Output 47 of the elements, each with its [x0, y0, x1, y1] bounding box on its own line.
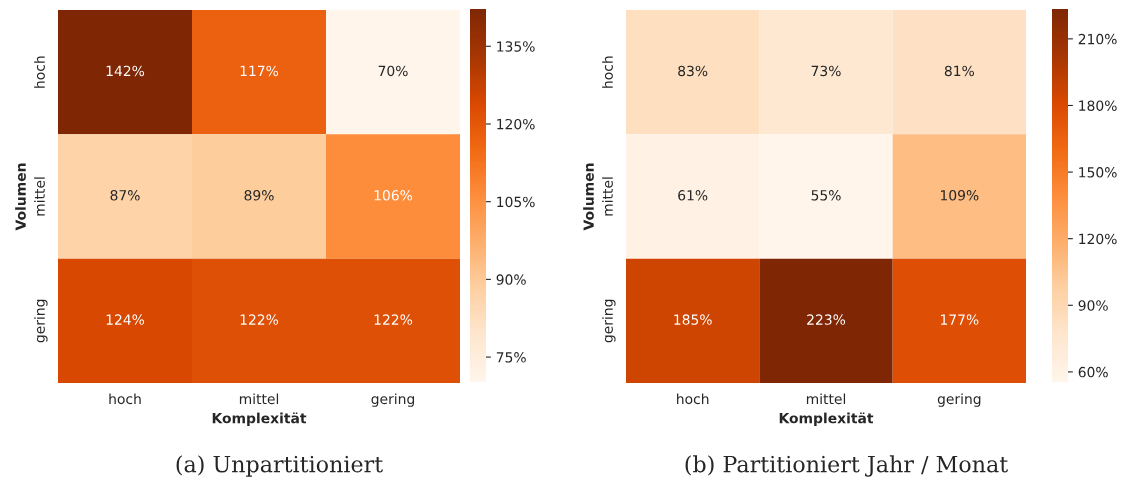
y-tick-label: gering	[602, 299, 616, 343]
data-label: 55%	[811, 190, 841, 201]
data-label: 87%	[110, 190, 140, 201]
x-tick-label: mittel	[806, 393, 846, 405]
data-label: 122%	[240, 314, 279, 325]
x-tick-label: mittel	[239, 393, 279, 405]
data-label: 70%	[378, 65, 408, 77]
data-label: 117%	[240, 65, 279, 77]
color-bar-label: 150%	[1079, 167, 1117, 178]
x-tick-label: hoch	[109, 393, 141, 405]
x-tick-label: hoch	[677, 393, 709, 405]
data-label: 81%	[944, 65, 974, 77]
data-label: 223%	[807, 314, 846, 325]
y-tick-label: mittel	[34, 177, 45, 216]
color-bar-label: 210%	[1078, 33, 1117, 45]
color-bar-label: 105%	[497, 196, 535, 208]
y-tick-label: gering	[34, 299, 48, 343]
data-label: 89%	[244, 190, 274, 201]
color-bar-label: 75%	[496, 352, 526, 363]
data-label: 122%	[374, 314, 413, 325]
text: (b) Partitioniert Jahr / Monat	[685, 455, 1009, 477]
color-bar-label: 90%	[1078, 300, 1108, 311]
y-tick-label: hoch	[602, 56, 613, 88]
data-label: 83%	[678, 65, 708, 77]
color-bar-label: 60%	[1078, 366, 1108, 378]
y-tick-label: mittel	[602, 177, 613, 216]
x-axis-title: Komplexität	[212, 412, 307, 427]
data-label: 185%	[674, 314, 712, 325]
color-bar-label: 120%	[497, 118, 535, 130]
y-axis-title: Volumen	[15, 163, 26, 231]
data-label: 106%	[374, 190, 413, 201]
x-tick-label: gering	[371, 393, 415, 407]
data-label: 124%	[106, 314, 145, 325]
data-label: 73%	[811, 65, 841, 77]
color-bar-label: 180%	[1079, 100, 1117, 111]
data-label: 61%	[678, 190, 708, 201]
color-bar-label: 90%	[496, 274, 526, 285]
x-axis-title: Komplexität	[779, 412, 874, 427]
data-label: 142%	[106, 65, 145, 77]
text: (a) Unpartitioniert	[176, 455, 384, 477]
y-tick-label: hoch	[34, 56, 45, 88]
color-bar-label: 120%	[1079, 233, 1117, 245]
x-tick-label: gering	[937, 393, 981, 407]
data-label: 177%	[941, 314, 979, 325]
data-label: 109%	[941, 190, 979, 201]
y-axis-title: Volumen	[583, 163, 594, 231]
color-bar-label: 135%	[497, 41, 535, 52]
